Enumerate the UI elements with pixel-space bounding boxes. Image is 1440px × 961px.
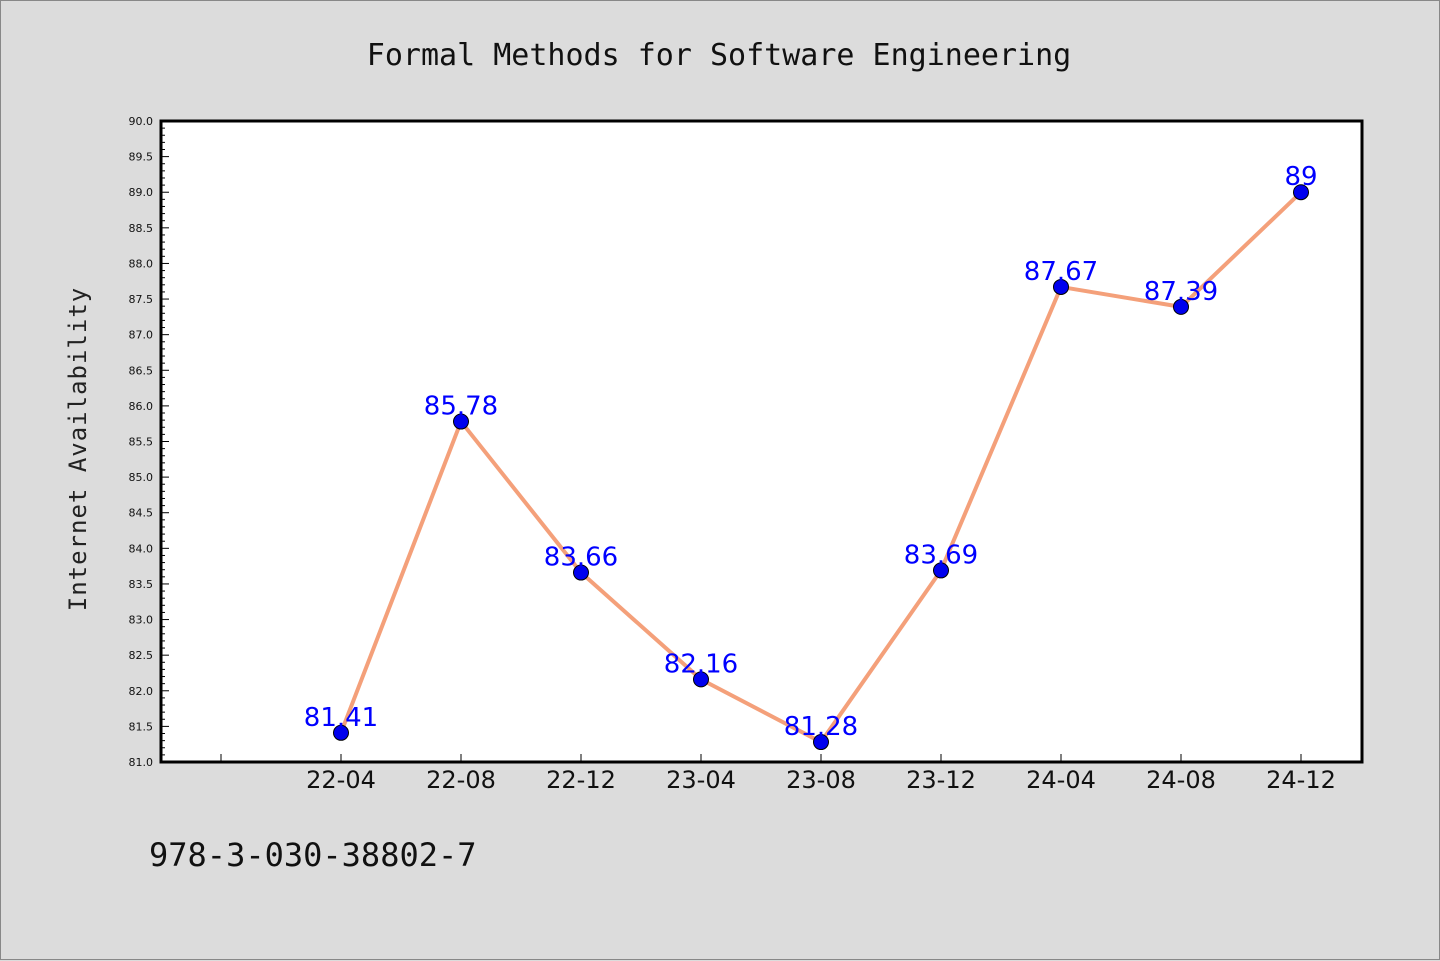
data-label: 89: [1284, 162, 1317, 192]
y-tick-label: 86.5: [129, 364, 154, 377]
series-line-group: [333, 184, 1309, 751]
x-tick-label: 24-04: [1026, 766, 1096, 794]
data-point: [1293, 184, 1309, 201]
data-point: [333, 724, 349, 741]
data-point: [933, 562, 949, 579]
footer-isbn: 978-3-030-38802-7: [149, 836, 477, 874]
data-point: [573, 564, 589, 581]
y-axis: 81.0 81.5 82.0 82.5 83.0 83.5 84.0 84.5 85.0 85.5…: [129, 115, 169, 769]
y-tick-label: 83.5: [129, 578, 154, 591]
data-label: 87.39: [1144, 277, 1218, 307]
y-tick-label: 87.0: [129, 329, 154, 342]
data-label-group: 81.41 85.78 83.66 82.16 81.28 83.69 87.67 87.39…: [304, 162, 1318, 742]
data-label: 83.69: [904, 540, 978, 570]
x-tick-label: 23-04: [666, 766, 736, 794]
data-point: [1053, 278, 1069, 295]
data-point: [693, 671, 709, 688]
data-label: 82.16: [664, 649, 738, 679]
y-tick-label: 85.0: [129, 471, 154, 484]
x-tick-label: 23-12: [906, 766, 976, 794]
y-tick-label: 82.5: [129, 649, 154, 662]
x-tick-label: 22-04: [306, 766, 376, 794]
y-tick-label: 89.0: [129, 186, 154, 199]
y-axis-label: Internet Availability: [64, 287, 92, 611]
x-tick-label: 24-08: [1146, 766, 1216, 794]
y-tick-label: 88.0: [129, 257, 154, 270]
x-tick-label: 22-08: [426, 766, 496, 794]
y-tick-label: 82.0: [129, 685, 154, 698]
data-point: [813, 734, 829, 751]
data-label: 87.67: [1024, 257, 1098, 287]
data-label: 81.28: [784, 712, 858, 742]
chart-title: Formal Methods for Software Engineering: [367, 38, 1071, 73]
data-label: 83.66: [544, 543, 618, 573]
x-tick-label: 24-12: [1266, 766, 1336, 794]
plot-area: [159, 119, 1364, 764]
y-tick-label: 85.5: [129, 436, 154, 449]
y-tick-label: 84.0: [129, 542, 154, 555]
data-label: 81.41: [304, 703, 378, 733]
y-tick-label: 83.0: [129, 614, 154, 627]
y-tick-label: 81.5: [129, 720, 154, 733]
x-axis: 22-04 22-08 22-12 23-04 23-08 23-12 24-04 24-08…: [220, 754, 1336, 794]
y-tick-label: 87.5: [129, 293, 154, 306]
x-tick-label: 22-12: [546, 766, 616, 794]
y-tick-label: 86.0: [129, 400, 154, 413]
y-tick-label: 89.5: [129, 151, 154, 164]
data-label: 85.78: [424, 392, 498, 422]
data-point: [1173, 298, 1189, 315]
data-point: [453, 413, 469, 430]
y-tick-label: 88.5: [129, 222, 154, 235]
y-tick-label: 84.5: [129, 507, 154, 520]
y-tick-label: 90.0: [129, 115, 154, 128]
y-tick-label: 81.0: [129, 756, 154, 769]
x-tick-label: 23-08: [786, 766, 856, 794]
